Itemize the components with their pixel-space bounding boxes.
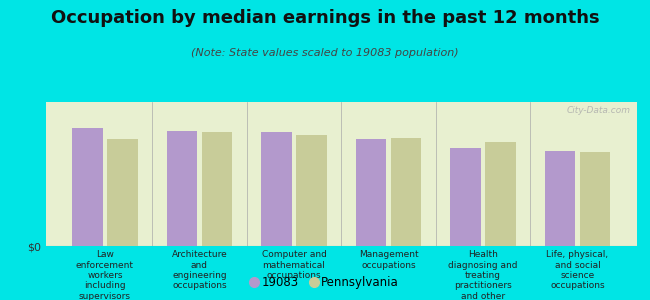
Bar	[486, 142, 515, 246]
Bar	[261, 132, 292, 246]
Bar	[202, 132, 232, 246]
Bar	[391, 138, 421, 246]
Bar	[72, 128, 103, 246]
Text: Occupation by median earnings in the past 12 months: Occupation by median earnings in the pas…	[51, 9, 599, 27]
Bar	[356, 140, 386, 246]
Bar	[167, 131, 197, 246]
Bar	[580, 152, 610, 246]
Bar	[450, 148, 480, 246]
Bar	[296, 135, 326, 246]
Bar	[107, 140, 138, 246]
Legend: 19083, Pennsylvania: 19083, Pennsylvania	[249, 273, 401, 291]
Text: (Note: State values scaled to 19083 population): (Note: State values scaled to 19083 popu…	[191, 48, 459, 58]
Bar	[545, 151, 575, 246]
Text: City-Data.com: City-Data.com	[567, 106, 631, 115]
